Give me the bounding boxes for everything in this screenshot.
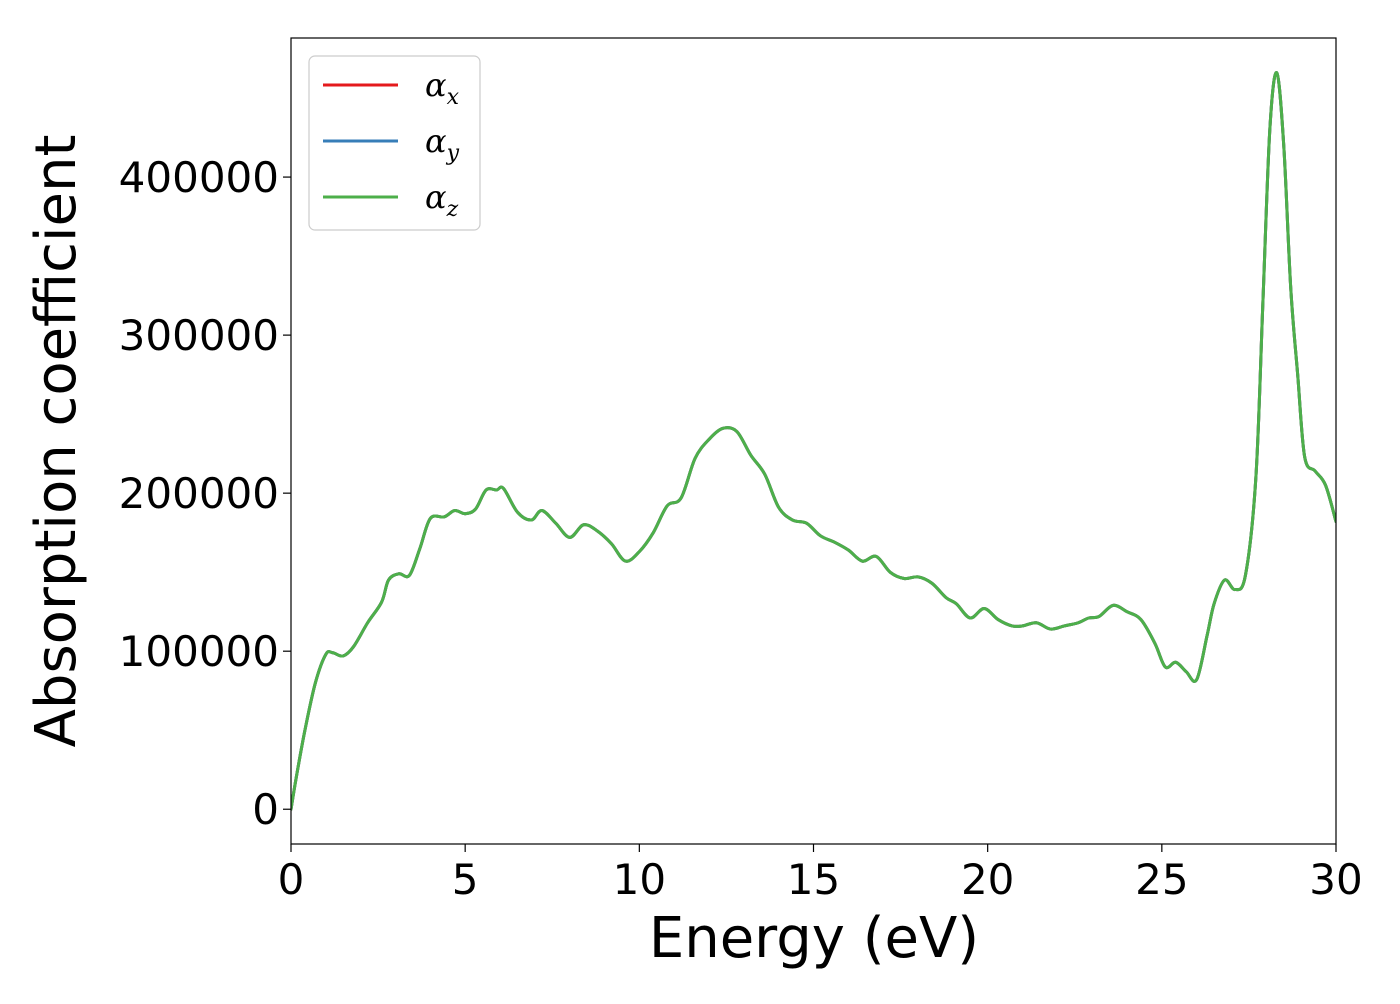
x-tick-label: 20 — [961, 855, 1014, 904]
y-tick-label: 300000 — [119, 311, 279, 360]
x-tick-label: 25 — [1135, 855, 1188, 904]
y-axis-ticks: 0 100000 200000 300000 400000 — [119, 153, 291, 834]
legend-symbol: α — [425, 66, 447, 104]
y-axis-label: Absorption coefficient — [24, 135, 89, 748]
legend-subscript: x — [447, 85, 460, 110]
y-tick-label: 0 — [252, 785, 279, 834]
x-axis-label: Energy (eV) — [649, 906, 979, 971]
legend-label-alpha-y: αy — [425, 122, 460, 166]
x-tick-label: 30 — [1309, 855, 1362, 904]
x-tick-label: 0 — [278, 855, 305, 904]
legend-box — [308, 55, 481, 231]
x-axis-ticks: 0 5 10 15 20 25 30 — [278, 844, 1363, 904]
legend-label-alpha-x: αx — [425, 66, 460, 110]
legend-label-alpha-z: αz — [425, 178, 459, 222]
y-tick-label: 400000 — [119, 153, 279, 202]
x-tick-label: 15 — [787, 855, 840, 904]
legend-subscript: z — [446, 197, 459, 222]
x-tick-label: 5 — [452, 855, 479, 904]
legend-symbol: α — [425, 122, 447, 160]
y-tick-label: 100000 — [119, 627, 279, 676]
legend-subscript: y — [446, 141, 460, 166]
legend-symbol: α — [425, 178, 447, 216]
y-tick-label: 200000 — [119, 469, 279, 518]
series-lines — [291, 71, 1336, 811]
x-tick-label: 10 — [613, 855, 666, 904]
series-line-alpha-z — [291, 71, 1336, 811]
